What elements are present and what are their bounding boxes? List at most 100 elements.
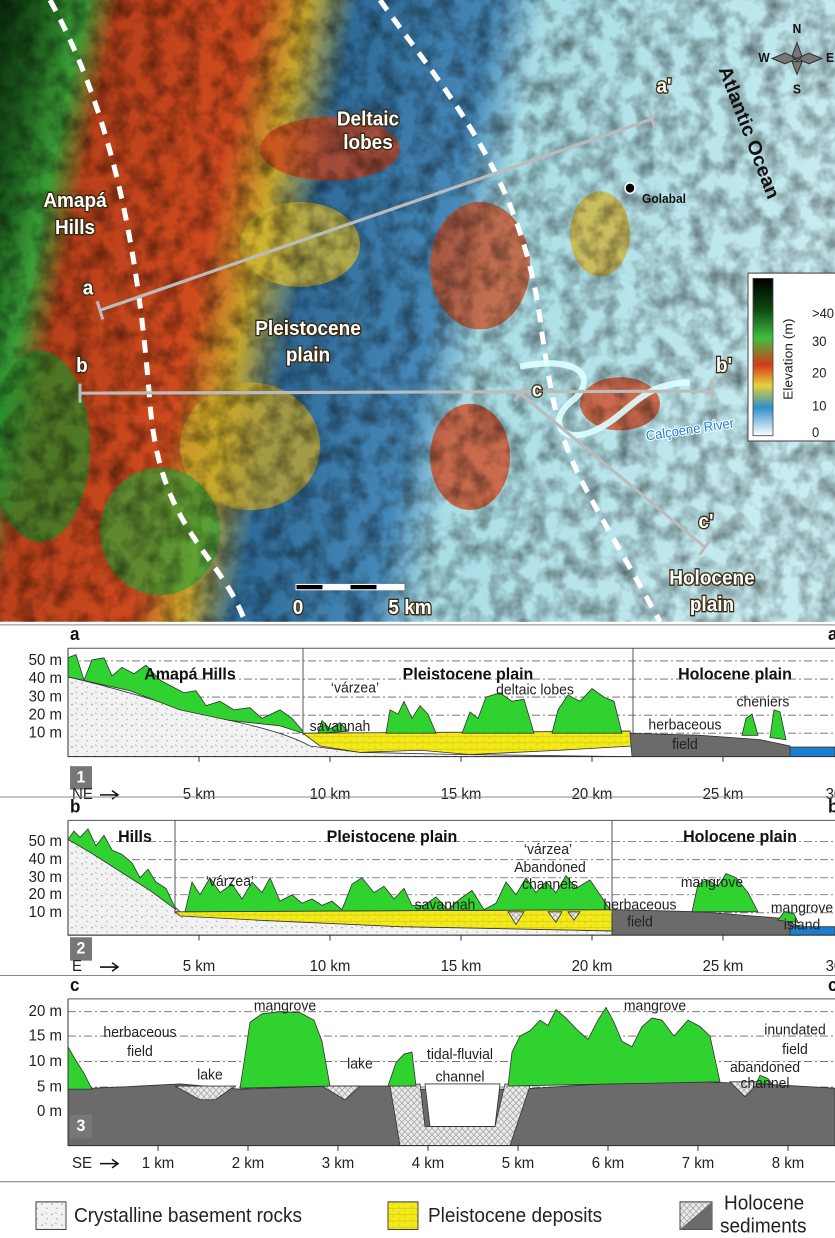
label: 30 m [29, 688, 62, 706]
label: field [782, 1041, 808, 1057]
direction-arrow [100, 791, 118, 800]
label: 5 km [502, 1154, 534, 1172]
label: a' [828, 624, 835, 645]
label: herbaceous [603, 897, 676, 913]
label: Golabal [642, 192, 686, 206]
label: mangrove [624, 998, 686, 1014]
label: Hills [118, 827, 152, 846]
label: 25 km [703, 958, 744, 976]
body: DeltaiclobesAmapáHillsPleistoceneplainHo… [0, 0, 835, 1238]
elevation-colorbar [753, 278, 773, 435]
label: field [127, 1044, 153, 1060]
label: Crystalline basement rocks [74, 1205, 302, 1228]
label: channels [522, 877, 578, 893]
label: 10 km [310, 958, 351, 976]
tidal-channel [425, 1084, 500, 1127]
label: cheniers [737, 694, 790, 710]
label: b [70, 796, 80, 817]
label: 10 m [29, 724, 62, 742]
label: 30 [812, 333, 826, 348]
label: a [83, 277, 95, 300]
label: plain [286, 344, 330, 367]
label: abandoned [730, 1060, 800, 1076]
label: 1 km [142, 1154, 174, 1172]
label: 4 km [412, 1154, 444, 1172]
label: mangrove [254, 998, 316, 1014]
label: lobes [343, 131, 393, 154]
label: 7 km [682, 1154, 714, 1172]
scale-bar-segment [323, 584, 350, 589]
label: S [793, 82, 801, 96]
label: 20 m [29, 886, 62, 904]
label: 6 km [592, 1154, 624, 1172]
label: plain [690, 594, 734, 617]
label: E [72, 958, 82, 976]
label: 15 m [29, 1027, 62, 1045]
label: Holocene plain [678, 665, 792, 684]
scale-bar-segment [377, 584, 404, 589]
label: 2 km [232, 1154, 264, 1172]
label: 1 [77, 768, 86, 787]
label: Holocene [669, 567, 755, 590]
profile-line [80, 391, 712, 393]
label: W [758, 50, 770, 64]
label: 0 m [37, 1102, 62, 1120]
page: Coastal plain map and profiles {"map": {… [0, 0, 835, 1238]
label: Pleistocene plain [403, 665, 534, 684]
label: b [76, 354, 88, 377]
label: 8 km [772, 1154, 804, 1172]
label: Holocene plain [683, 827, 797, 846]
label: 3 km [322, 1154, 354, 1172]
label: 10 [812, 398, 826, 413]
label: ‘várzea’ [524, 842, 572, 858]
label: 5 m [37, 1078, 62, 1096]
label: c [70, 974, 80, 995]
label: c' [698, 511, 713, 534]
label: 30 m [29, 869, 62, 887]
scale-bar-segment [350, 584, 377, 589]
label: Amapá Hills [144, 665, 236, 684]
label: 2 [77, 939, 86, 958]
label: sediments [720, 1215, 807, 1238]
label: 20 m [29, 706, 62, 724]
label: 25 km [703, 786, 744, 804]
label: lake [197, 1067, 223, 1083]
label: herbaceous [648, 717, 721, 733]
label: 0 [812, 425, 819, 440]
label: a' [656, 75, 671, 98]
direction-arrow [100, 963, 118, 972]
label: Pleistocene plain [327, 827, 458, 846]
label: mangrove [771, 900, 833, 916]
label: 20 [812, 365, 826, 380]
label: 20 km [572, 786, 613, 804]
label: 3 [77, 1116, 86, 1135]
label: lake [347, 1056, 373, 1072]
label: 0 [293, 597, 304, 620]
figure: DeltaiclobesAmapáHillsPleistoceneplainHo… [0, 0, 835, 1238]
holocene-sediment [630, 733, 790, 756]
town-marker [625, 183, 635, 194]
label: 5 km [183, 958, 215, 976]
label: deltaic lobes [496, 682, 574, 698]
label: >40 [812, 306, 834, 321]
label: channel [740, 1075, 789, 1091]
label: b' [716, 354, 732, 377]
label: 20 km [572, 958, 613, 976]
label: b' [828, 796, 835, 817]
label: c [532, 379, 543, 402]
label: Pleistocene [255, 317, 361, 340]
label: 5 km [388, 597, 431, 620]
label: channel [435, 1069, 484, 1085]
label: Hills [55, 216, 95, 239]
label: 5 km [183, 786, 215, 804]
legend-swatch [36, 1202, 66, 1230]
label: Holocene [724, 1192, 804, 1215]
label: 20 m [29, 1002, 62, 1020]
label: 40 m [29, 851, 62, 869]
label: mangrove [681, 875, 743, 891]
label: field [672, 736, 698, 752]
direction-arrow [100, 1159, 118, 1168]
label: Pleistocene deposits [428, 1205, 602, 1228]
label: a [70, 624, 80, 645]
label: Deltaic [337, 108, 399, 131]
